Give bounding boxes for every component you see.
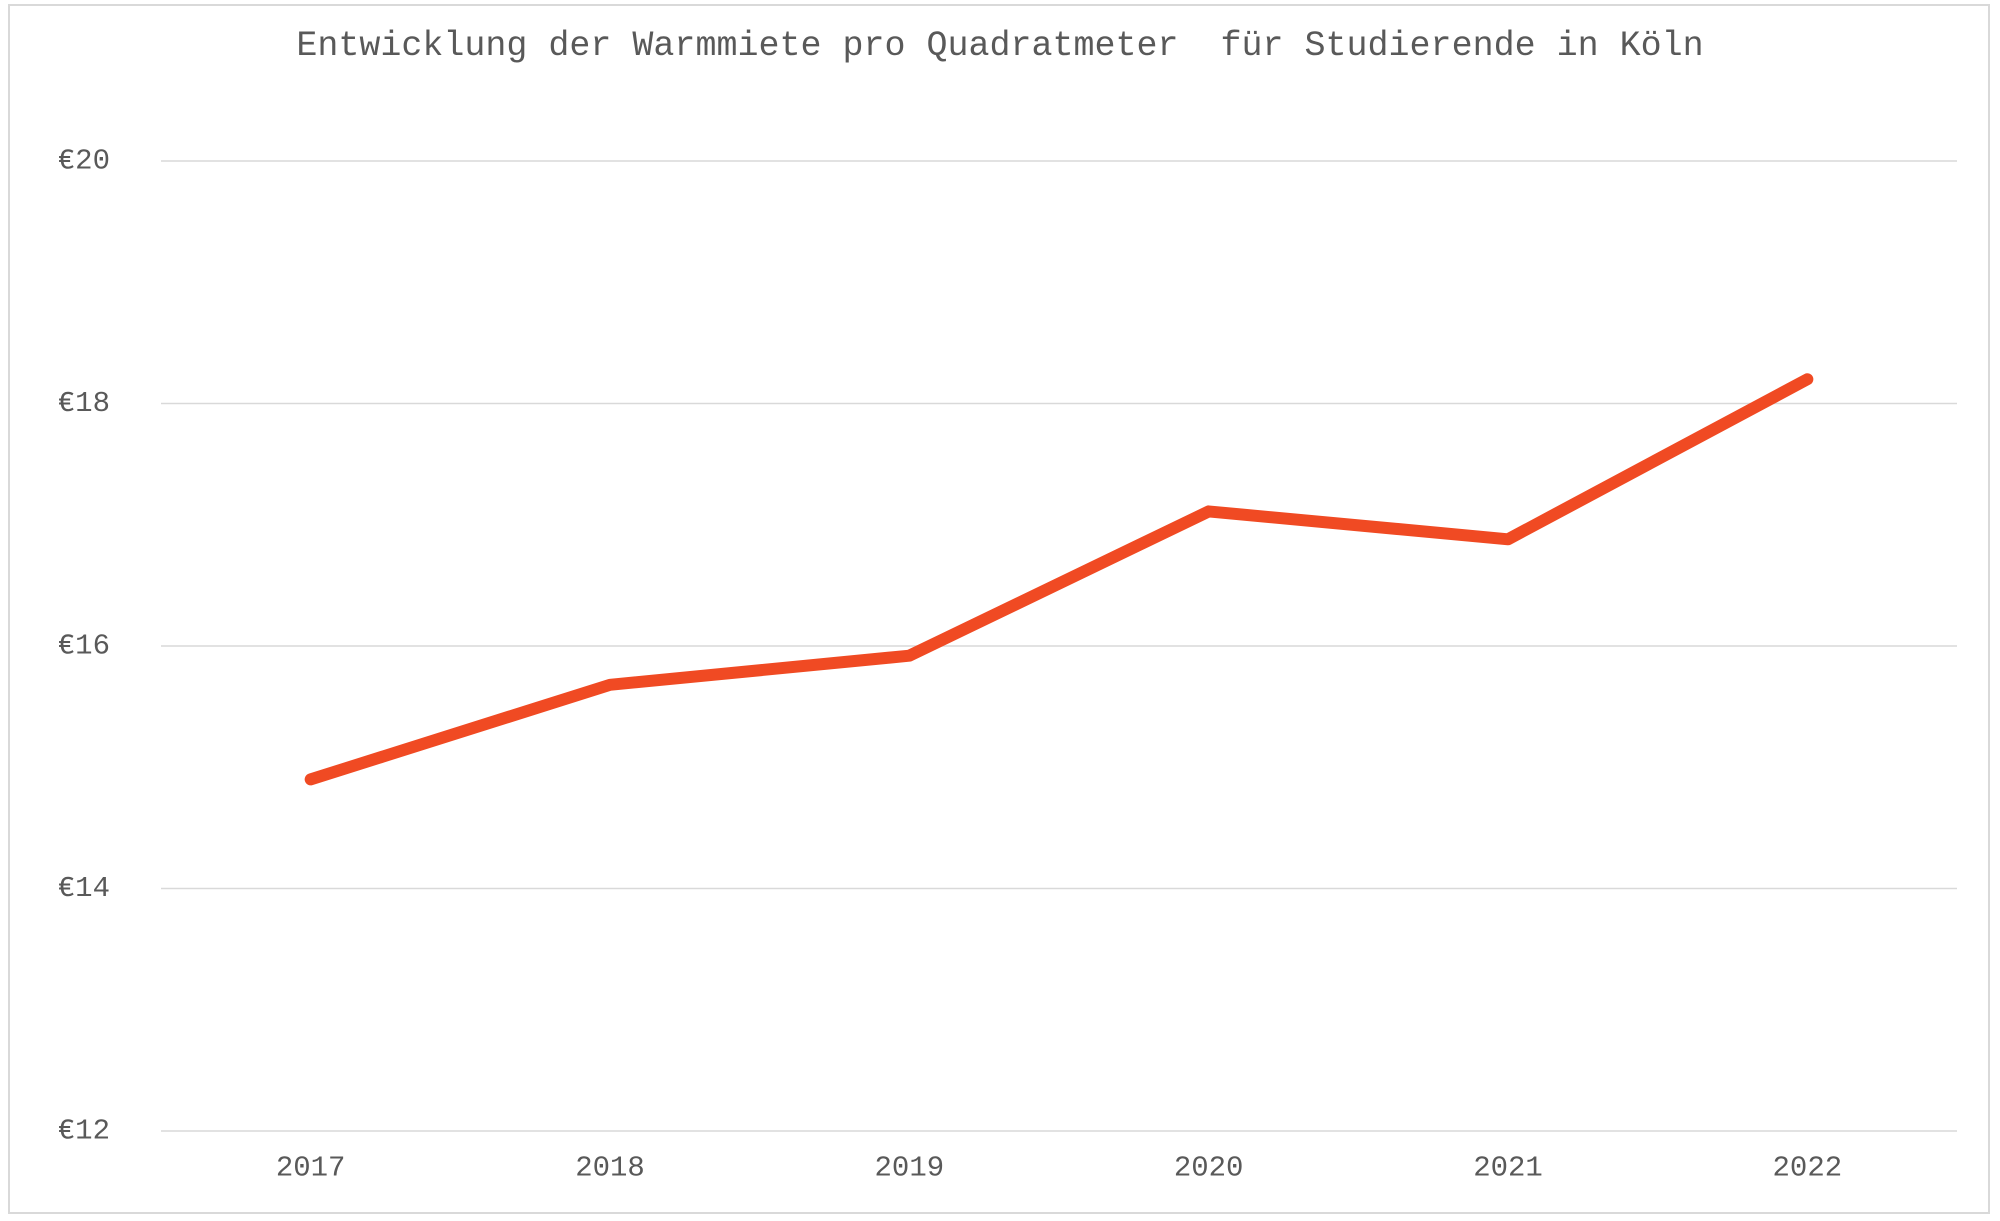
chart-frame — [8, 4, 1990, 1214]
x-tick-label: 2017 — [276, 1152, 346, 1185]
y-tick-label: €12 — [58, 1115, 110, 1148]
y-tick-label: €18 — [58, 387, 110, 420]
x-tick-label: 2018 — [575, 1152, 645, 1185]
y-tick-label: €16 — [58, 630, 110, 663]
y-tick-label: €20 — [58, 145, 110, 178]
x-tick-label: 2020 — [1174, 1152, 1244, 1185]
x-tick-label: 2021 — [1473, 1152, 1543, 1185]
line-series — [304, 373, 1814, 786]
y-tick-label: €14 — [58, 872, 110, 905]
chart-title: Entwicklung der Warmmiete pro Quadratmet… — [296, 26, 1704, 66]
x-tick-label: 2019 — [875, 1152, 945, 1185]
x-tick-label: 2022 — [1773, 1152, 1843, 1185]
